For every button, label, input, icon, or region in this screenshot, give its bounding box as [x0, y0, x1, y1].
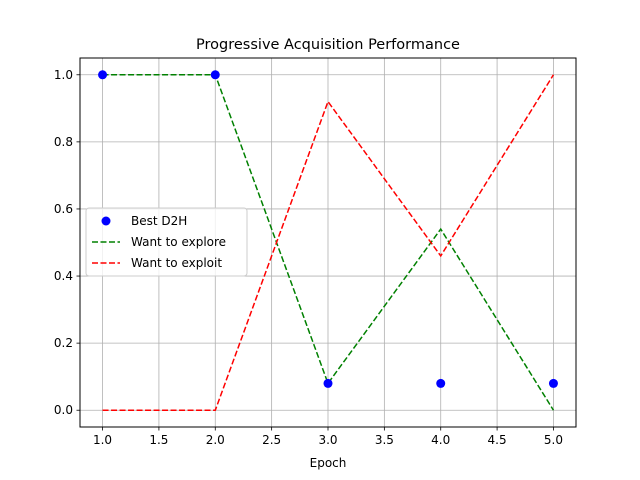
data-point-best-d2h: [98, 70, 108, 80]
x-tick-label: 1.0: [93, 433, 112, 447]
x-axis-title: Epoch: [310, 456, 347, 470]
x-tick-label: 4.5: [488, 433, 507, 447]
ticks: 1.0 1.5 2.0 2.5 3.0 3.5 4.0 4.5 5.0 0.0 0.2 0.4 0.6 0…: [54, 68, 563, 447]
data-point-best-d2h: [210, 70, 220, 80]
x-tick-label: 3.5: [375, 433, 394, 447]
legend: Best D2H Want to explore Want to exploit: [85, 207, 248, 277]
data-point-best-d2h: [436, 378, 446, 388]
x-tick-label: 3.0: [318, 433, 337, 447]
x-tick-label: 5.0: [544, 433, 563, 447]
legend-box: [85, 207, 248, 277]
data-point-best-d2h: [323, 378, 333, 388]
x-tick-label: 2.0: [206, 433, 225, 447]
y-tick-label: 0.4: [54, 269, 73, 283]
y-tick-label: 1.0: [54, 68, 73, 82]
y-tick-label: 0.6: [54, 202, 73, 216]
legend-label-want-to-exploit: Want to exploit: [131, 256, 222, 270]
y-tick-label: 0.8: [54, 135, 73, 149]
x-tick-label: 2.5: [262, 433, 281, 447]
legend-label-want-to-explore: Want to explore: [131, 235, 226, 249]
legend-label-best-d2h: Best D2H: [131, 214, 187, 228]
legend-marker-best-d2h: [101, 216, 111, 226]
y-tick-label: 0.2: [54, 336, 73, 350]
series-layer: [98, 70, 558, 411]
data-point-best-d2h: [548, 378, 558, 388]
y-tick-label: 0.0: [54, 403, 73, 417]
x-tick-label: 1.5: [149, 433, 168, 447]
grid: [80, 58, 576, 427]
x-tick-label: 4.0: [431, 433, 450, 447]
chart-title: Progressive Acquisition Performance: [196, 37, 460, 53]
